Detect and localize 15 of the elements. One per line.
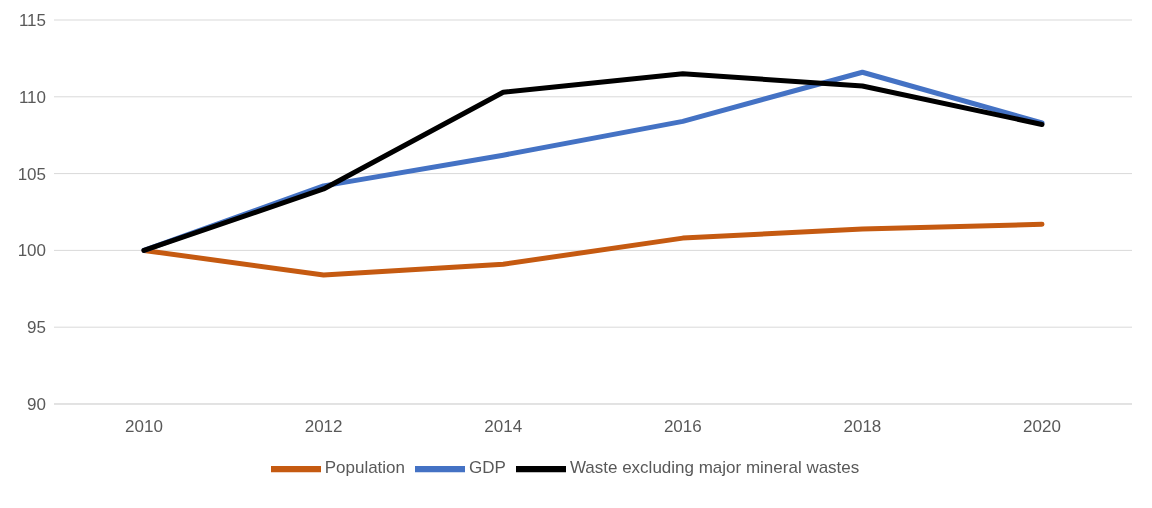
x-tick-label: 2018: [843, 417, 882, 437]
y-tick-label: 110: [18, 87, 46, 107]
y-tick-label: 100: [17, 241, 46, 261]
x-tick-label: 2014: [484, 417, 523, 437]
x-tick-label: 2010: [125, 417, 163, 437]
legend-label: GDP: [469, 458, 506, 478]
legend-label: Population: [324, 458, 406, 478]
legend-label: Waste excluding major mineral wastes: [569, 458, 860, 478]
y-tick-label: 115: [18, 11, 46, 31]
y-tick-label: 105: [17, 164, 46, 184]
x-tick-label: 2016: [663, 417, 702, 437]
x-tick-label: 2020: [1023, 417, 1061, 437]
x-tick-label: 2012: [304, 417, 343, 437]
y-tick-label: 90: [27, 395, 46, 415]
y-tick-label: 95: [27, 318, 46, 338]
